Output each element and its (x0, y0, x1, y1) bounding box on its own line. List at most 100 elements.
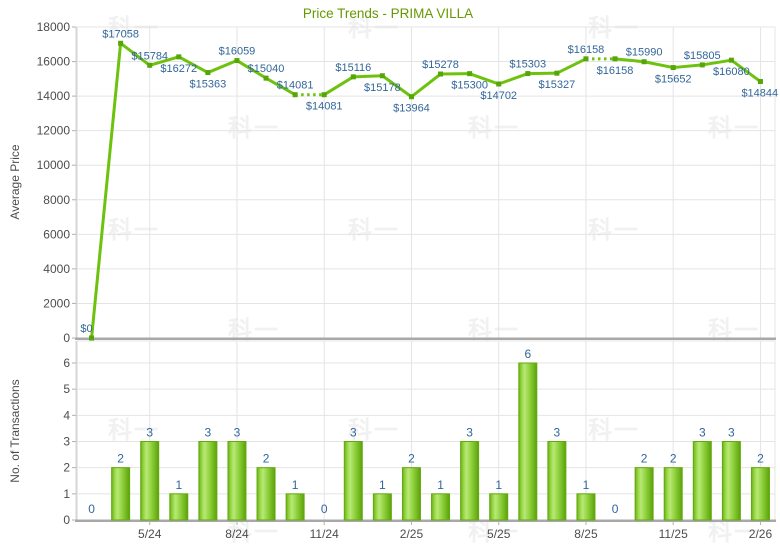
price-point-marker (496, 81, 502, 87)
transaction-bar (169, 493, 189, 521)
y-tick-label: 4000 (43, 262, 70, 276)
transaction-bar (431, 493, 451, 521)
price-point-marker (176, 54, 182, 60)
price-line-segment (700, 58, 733, 67)
price-point-label: $14081 (306, 101, 343, 113)
price-point-marker (583, 56, 589, 62)
price-point-marker (728, 57, 734, 63)
price-line-segment (322, 75, 355, 97)
transaction-bar (256, 467, 276, 521)
price-point-marker (670, 65, 676, 71)
bar-value-label: 1 (495, 478, 502, 492)
price-point-marker (292, 92, 298, 98)
price-point-marker (379, 73, 385, 79)
price-point-marker (263, 75, 269, 81)
price-point-label: $14844 (741, 88, 778, 100)
bar-value-label: 3 (350, 426, 357, 440)
price-point-label: $15116 (335, 62, 371, 74)
bar-value-label: 2 (757, 452, 764, 466)
price-point-marker (118, 40, 124, 46)
bar-value-label: 6 (524, 347, 531, 361)
price-line-segment (264, 76, 297, 97)
y-tick-label: 0 (63, 331, 70, 345)
price-point-label: $15363 (190, 79, 227, 91)
bar-value-label: 3 (466, 426, 473, 440)
transaction-bar (692, 441, 712, 521)
y-tick-label: 16000 (37, 55, 71, 69)
price-point-label: $15040 (248, 63, 285, 75)
chart-title: Price Trends - PRIMA VILLA (302, 6, 474, 21)
transaction-bar (663, 467, 683, 521)
bar-value-label: 3 (554, 426, 561, 440)
price-point-label: $0 (80, 323, 92, 335)
price-line-segment (177, 55, 210, 75)
price-point-label: $16158 (597, 65, 634, 77)
bar-value-label: 2 (408, 452, 415, 466)
x-axis-line (75, 519, 776, 522)
price-point-label: $16158 (568, 44, 605, 56)
top-chart-y-axis-title: Average Price (8, 144, 22, 220)
y-tick-label: 8000 (43, 193, 70, 207)
transaction-bar (460, 441, 480, 521)
price-line-segment (380, 74, 413, 99)
transaction-bar (285, 493, 305, 521)
x-tick-label: 2/25 (400, 527, 424, 541)
y-tick-label: 0 (63, 513, 70, 527)
x-tick-label: 5/25 (487, 527, 511, 541)
bar-value-label: 3 (728, 426, 735, 440)
y-tick-label: 4 (63, 408, 70, 422)
x-tick-label: 2/26 (749, 527, 773, 541)
transaction-bar (372, 493, 392, 521)
price-line-segment (148, 55, 181, 67)
price-point-label: $16080 (713, 66, 750, 78)
transaction-bar (111, 467, 131, 521)
bar-value-label: 1 (175, 478, 182, 492)
price-line-segment (729, 58, 762, 84)
price-line-segment (613, 57, 646, 64)
price-point-label: $14081 (277, 80, 314, 92)
price-point-label: $15278 (422, 59, 459, 71)
price-line-segment (235, 59, 268, 80)
bar-value-label: 3 (205, 426, 212, 440)
transaction-bar (227, 441, 247, 521)
price-point-label: $15784 (131, 50, 168, 62)
price-point-label: $15327 (539, 79, 576, 91)
y-tick-label: 14000 (37, 89, 71, 103)
bar-value-label: 2 (670, 452, 677, 466)
price-line-segment (555, 57, 588, 75)
x-tick-label: 5/24 (138, 527, 162, 541)
price-line-segment (497, 72, 530, 86)
price-point-marker (467, 71, 473, 77)
price-point-label: $16059 (219, 46, 256, 58)
bar-value-label: 3 (146, 426, 153, 440)
price-point-label: $15303 (509, 59, 546, 71)
bar-value-label: 1 (583, 478, 590, 492)
y-tick-label: 2 (63, 461, 70, 475)
bar-value-label: 3 (234, 426, 241, 440)
price-point-label: $15178 (364, 82, 401, 94)
price-point-marker (147, 62, 153, 68)
x-axis-line (75, 337, 776, 340)
price-point-label: $16272 (160, 63, 197, 75)
y-tick-label: 10000 (37, 158, 71, 172)
price-line-segment (671, 63, 704, 70)
transaction-bar (576, 493, 596, 521)
price-point-label: $15300 (451, 80, 488, 92)
y-tick-label: 5 (63, 382, 70, 396)
transaction-bar (198, 441, 218, 521)
bottom-chart-y-axis-title: No. of Transactions (8, 379, 22, 483)
y-tick-label: 12000 (37, 124, 71, 138)
bar-value-label: 2 (263, 452, 270, 466)
x-tick-label: 8/25 (574, 527, 598, 541)
price-point-label: $15652 (655, 74, 692, 86)
transaction-bar (750, 467, 770, 521)
bar-value-label: 0 (321, 502, 328, 516)
price-point-marker (408, 94, 414, 100)
price-point-marker (699, 62, 705, 68)
price-point-marker (234, 58, 240, 64)
x-tick-label: 11/24 (310, 527, 339, 541)
price-point-marker (525, 71, 531, 77)
y-tick-label: 6000 (43, 227, 70, 241)
bar-value-label: 1 (437, 478, 444, 492)
